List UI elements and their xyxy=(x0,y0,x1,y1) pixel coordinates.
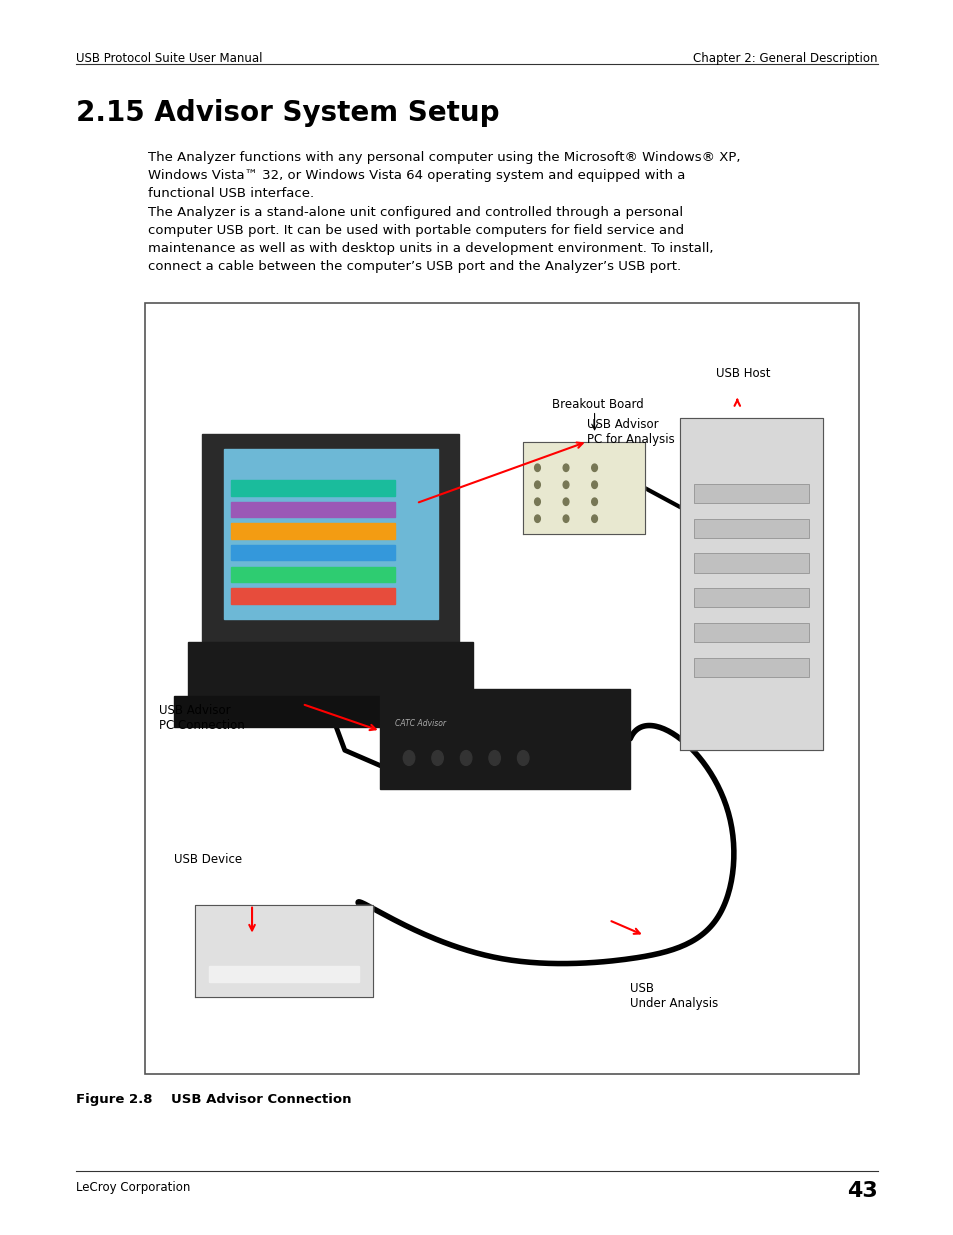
Circle shape xyxy=(534,498,539,505)
Bar xyxy=(694,553,808,573)
Text: LeCroy Corporation: LeCroy Corporation xyxy=(76,1181,191,1194)
Text: USB
Under Analysis: USB Under Analysis xyxy=(630,982,718,1010)
Text: Chapter 2: General Description: Chapter 2: General Description xyxy=(693,52,877,65)
Polygon shape xyxy=(209,966,358,982)
Circle shape xyxy=(460,751,472,766)
Polygon shape xyxy=(223,450,437,619)
Polygon shape xyxy=(202,433,458,650)
Circle shape xyxy=(534,464,539,472)
Text: Figure 2.8    USB Advisor Connection: Figure 2.8 USB Advisor Connection xyxy=(76,1093,352,1107)
Text: Breakout Board: Breakout Board xyxy=(551,398,643,410)
Text: 43: 43 xyxy=(846,1181,877,1200)
Polygon shape xyxy=(231,480,395,495)
Circle shape xyxy=(562,515,568,522)
Circle shape xyxy=(562,498,568,505)
Circle shape xyxy=(562,464,568,472)
Text: USB Advisor
PC for Analysis: USB Advisor PC for Analysis xyxy=(587,419,675,446)
Circle shape xyxy=(432,751,443,766)
Polygon shape xyxy=(231,524,395,538)
Text: CATC Advisor: CATC Advisor xyxy=(395,719,445,727)
Circle shape xyxy=(591,498,597,505)
Text: USB Host: USB Host xyxy=(715,367,770,380)
Circle shape xyxy=(489,751,500,766)
Circle shape xyxy=(517,751,528,766)
Text: 2.15 Advisor System Setup: 2.15 Advisor System Setup xyxy=(76,99,499,127)
Text: The Analyzer is a stand-alone unit configured and controlled through a personal
: The Analyzer is a stand-alone unit confi… xyxy=(148,206,713,273)
Circle shape xyxy=(534,515,539,522)
Polygon shape xyxy=(188,642,473,704)
Text: USB Protocol Suite User Manual: USB Protocol Suite User Manual xyxy=(76,52,262,65)
Circle shape xyxy=(403,751,415,766)
Polygon shape xyxy=(194,904,373,998)
Text: USB Device: USB Device xyxy=(173,853,241,866)
Bar xyxy=(694,622,808,642)
Circle shape xyxy=(534,480,539,489)
Polygon shape xyxy=(231,501,395,517)
Text: The Analyzer functions with any personal computer using the Microsoft® Windows® : The Analyzer functions with any personal… xyxy=(148,151,740,200)
Circle shape xyxy=(591,464,597,472)
Polygon shape xyxy=(231,545,395,561)
Bar xyxy=(694,519,808,538)
Polygon shape xyxy=(380,689,630,789)
Polygon shape xyxy=(522,442,644,535)
Bar xyxy=(694,484,808,504)
Polygon shape xyxy=(231,588,395,604)
Bar xyxy=(694,657,808,677)
Bar xyxy=(694,588,808,608)
Bar xyxy=(145,303,858,1074)
Circle shape xyxy=(591,515,597,522)
Polygon shape xyxy=(231,567,395,582)
Circle shape xyxy=(562,480,568,489)
Polygon shape xyxy=(173,697,487,727)
Polygon shape xyxy=(679,419,822,750)
Circle shape xyxy=(591,480,597,489)
Text: USB Advisor
PC Connection: USB Advisor PC Connection xyxy=(159,704,245,732)
